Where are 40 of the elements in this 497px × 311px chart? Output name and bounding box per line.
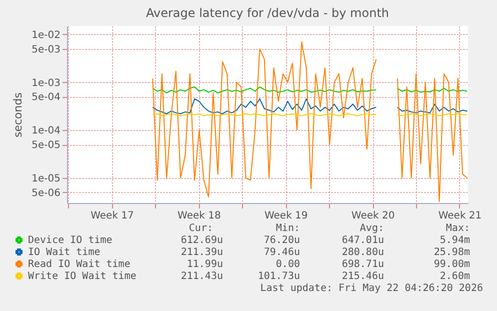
legend-label: Read IO Wait time: [28, 259, 130, 270]
text: Max:: [446, 223, 470, 234]
text: 215.46u: [342, 271, 384, 282]
y-tick-label: 5e-06: [32, 188, 60, 199]
y-tick-label: 5e-04: [32, 92, 60, 104]
legend-label: IO Wait time: [28, 247, 100, 258]
y-axis-title: seconds: [12, 92, 25, 138]
y-tick-label: 1e-05: [32, 173, 60, 184]
text: Last update: Fri May 22 04:26:20 2026: [260, 283, 483, 294]
x-tick-label: Week 21: [438, 210, 482, 222]
x-tick-label: Week 17: [90, 210, 134, 222]
y-tick-label: 1e-03: [32, 78, 60, 89]
y-tick-label: 5e-05: [32, 140, 60, 152]
text: 11.99u: [186, 259, 223, 270]
text: 5.94m: [440, 235, 470, 246]
text: Cur:: [188, 223, 213, 234]
text: 0.00: [276, 259, 300, 270]
text: 79.46u: [264, 247, 300, 258]
x-tick-label: Week 18: [178, 210, 221, 222]
chart-title: Average latency for /dev/vda - by month: [146, 6, 389, 20]
text: 76.20u: [264, 235, 300, 246]
legend-label: Device IO time: [28, 235, 112, 246]
legend-label: Write IO Wait time: [28, 271, 136, 282]
text: Avg:: [360, 223, 384, 234]
text: 280.80u: [342, 247, 384, 258]
text: 647.01u: [342, 235, 384, 246]
x-tick-label: Week 20: [351, 210, 395, 222]
text: 25.98m: [434, 247, 470, 258]
y-tick-label: 1e-04: [32, 126, 60, 137]
text: 101.73u: [258, 271, 300, 282]
text: 698.71u: [342, 259, 384, 270]
text: 211.43u: [180, 271, 223, 282]
y-tick-label: 5e-03: [32, 44, 60, 56]
text: 2.60m: [440, 271, 470, 282]
text: 99.00m: [434, 259, 470, 270]
x-tick-label: Week 19: [264, 210, 308, 222]
text: 211.39u: [180, 247, 223, 258]
text: Min:: [276, 223, 300, 234]
text: 612.69u: [180, 235, 223, 246]
y-tick-label: 1e-02: [32, 30, 60, 41]
